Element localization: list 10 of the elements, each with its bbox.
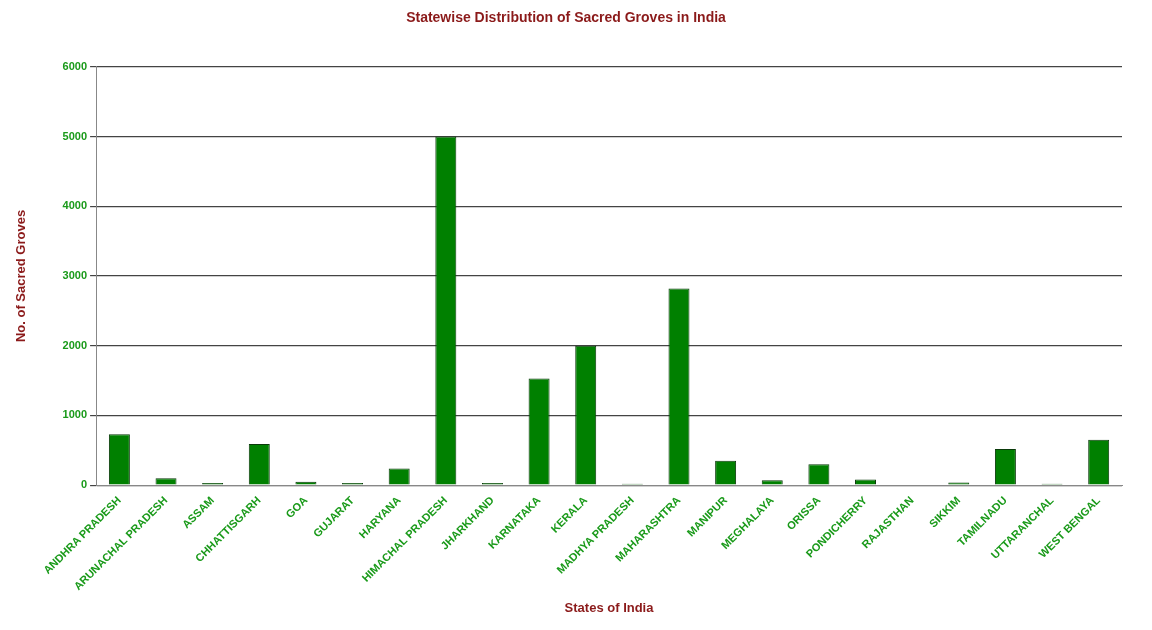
y-tick-label: 2000 — [62, 338, 88, 351]
y-tick-label: 5000 — [62, 129, 88, 142]
x-axis-title: States of India — [564, 599, 655, 615]
y-tick-label: 3000 — [62, 269, 88, 282]
y-tick-label: 0 — [80, 478, 88, 491]
y-axis-title: No. of Sacred Groves — [13, 209, 29, 343]
y-tick-label: 6000 — [62, 59, 88, 72]
chart-title: Statewise Distribution of Sacred Groves in India — [406, 9, 727, 26]
y-tick-label: 4000 — [62, 199, 88, 212]
y-tick-label: 1000 — [62, 408, 88, 421]
